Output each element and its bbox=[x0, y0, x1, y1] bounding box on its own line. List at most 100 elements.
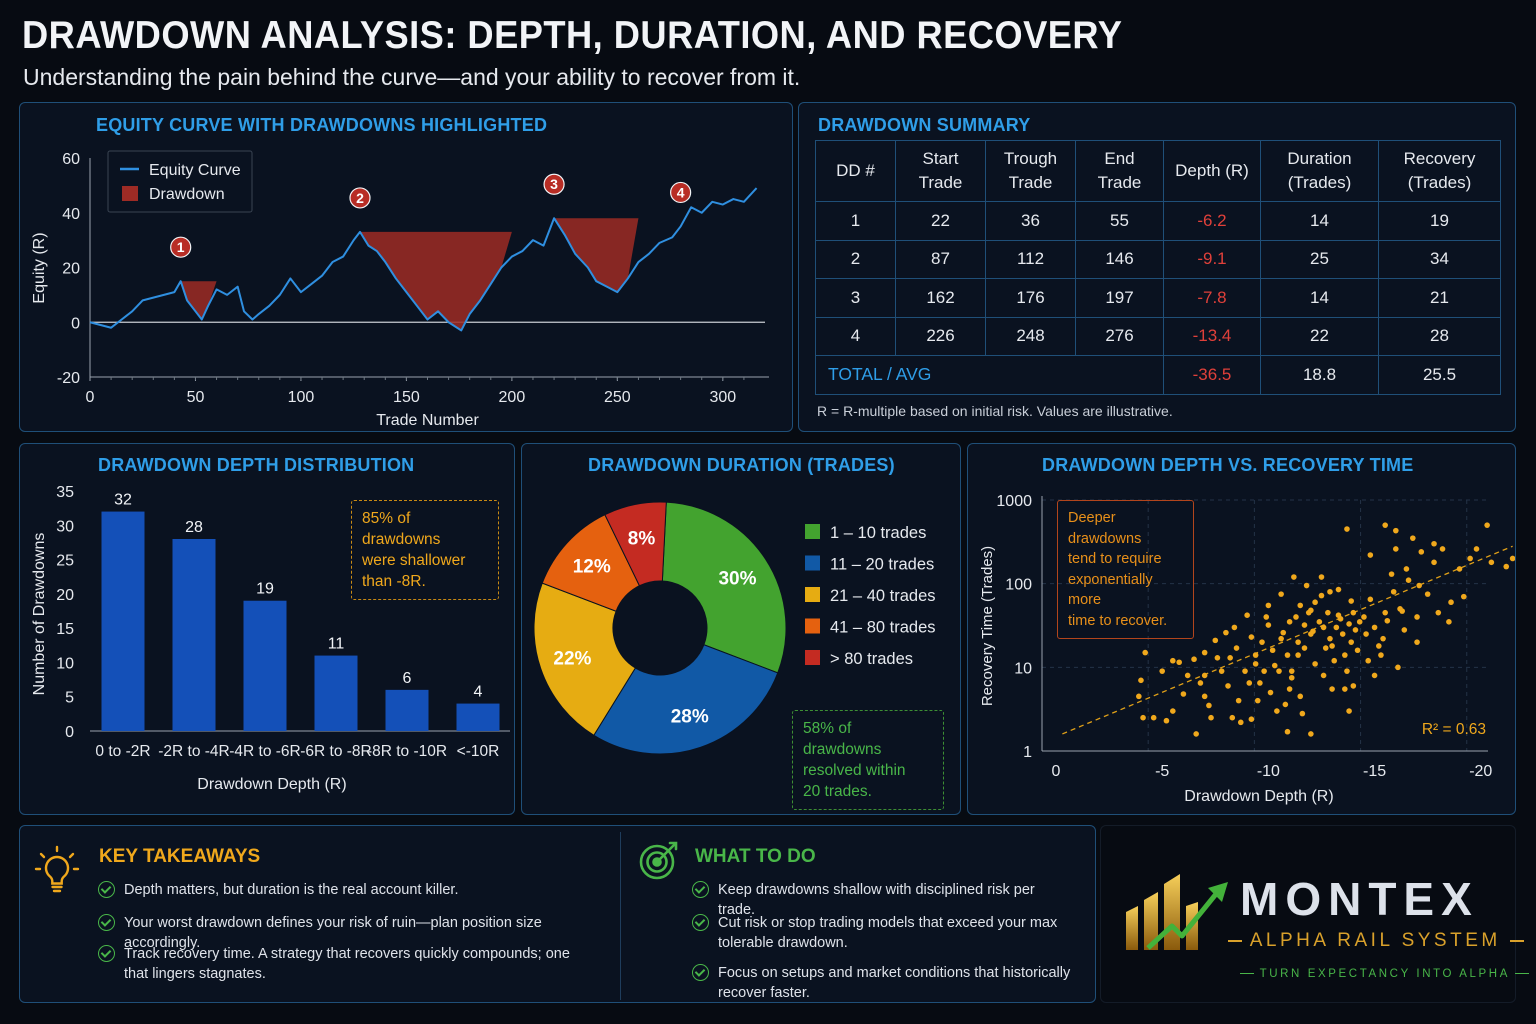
y-tick-label: 5 bbox=[65, 690, 74, 707]
scatter-point bbox=[1229, 714, 1236, 721]
scatter-point bbox=[1252, 652, 1259, 658]
scatter-point bbox=[1403, 566, 1410, 572]
y-axis-label: Recovery Time (Trades) bbox=[979, 546, 996, 706]
equity-curve-line bbox=[89, 187, 758, 332]
table-cell: 162 bbox=[895, 278, 986, 318]
legend-label: 11 – 20 trades bbox=[830, 556, 934, 574]
scatter-point bbox=[1322, 645, 1329, 651]
drawdown-summary-table: DD # Start Trade Trough Trade End Trade Depth (… bbox=[815, 140, 1501, 395]
x-tick-label: -4R to -6R bbox=[229, 743, 301, 760]
brand-panel bbox=[1100, 825, 1516, 1003]
depth-callout-line: than -8R. bbox=[362, 573, 426, 590]
table-cell: 1 bbox=[815, 201, 896, 241]
bar-value-label: 28 bbox=[185, 519, 203, 536]
scatter-point bbox=[1286, 619, 1293, 625]
drawdown-summary-panel: DRAWDOWN SUMMARY DD # Start Trade Trough Tra… bbox=[798, 102, 1516, 432]
y-tick-label: 15 bbox=[56, 621, 74, 638]
table-header-cell: Depth (R) bbox=[1163, 140, 1261, 202]
table-header-line: Trade bbox=[918, 173, 963, 192]
scatter-point bbox=[1395, 664, 1401, 671]
scatter-point bbox=[1269, 647, 1276, 654]
table-row: 3 162 176 197 -7.8 14 21 bbox=[815, 278, 1501, 318]
scatter-point bbox=[1299, 710, 1306, 717]
scatter-point bbox=[1435, 609, 1442, 616]
x-tick-label: -2R to -4R bbox=[158, 743, 230, 760]
check-circle-icon bbox=[98, 881, 115, 898]
legend-drawdown-label: Drawdown bbox=[149, 186, 225, 203]
legend-swatch bbox=[805, 650, 820, 665]
trend-line bbox=[1062, 545, 1513, 735]
scatter-point bbox=[1348, 639, 1355, 645]
scatter-point bbox=[1388, 571, 1395, 577]
table-footnote: R = R-multiple based on initial risk. Va… bbox=[817, 403, 1173, 419]
takeaway-text: Your worst drawdown defines your risk of… bbox=[124, 915, 542, 951]
scatter-point bbox=[1424, 591, 1431, 597]
x-tick-label: 50 bbox=[187, 389, 205, 406]
scatter-point bbox=[1223, 629, 1229, 636]
scatter-point bbox=[1456, 566, 1463, 572]
table-cell: 14 bbox=[1260, 201, 1379, 241]
x-tick-label: -6R to -8R bbox=[300, 743, 372, 760]
check-circle-icon bbox=[98, 914, 115, 931]
drawdown-marker-label: 1 bbox=[177, 239, 185, 255]
takeaway-text: Track recovery time. A strategy that rec… bbox=[124, 946, 570, 982]
drawdown-marker bbox=[170, 236, 192, 258]
what-to-do-title: WHAT TO DO bbox=[695, 846, 816, 867]
table-header-line: Start bbox=[922, 149, 959, 168]
scatter-point bbox=[1431, 559, 1437, 566]
scatter-point bbox=[1342, 686, 1348, 692]
depth-vs-recovery-title: DRAWDOWN DEPTH VS. RECOVERY TIME bbox=[1042, 455, 1414, 475]
drawdown-summary-title: DRAWDOWN SUMMARY bbox=[818, 115, 1031, 135]
scatter-point bbox=[1288, 668, 1295, 674]
bar-value-label: 4 bbox=[474, 684, 483, 701]
duration-callout-line: resolved within bbox=[803, 762, 906, 779]
table-header-cell: Recovery (Trades) bbox=[1378, 140, 1501, 202]
todo-item: Focus on setups and market conditions th… bbox=[692, 963, 1077, 1003]
page-subtitle: Understanding the pain behind the curve—… bbox=[23, 64, 801, 90]
scatter-point bbox=[1352, 627, 1359, 633]
table-header-line: Recovery bbox=[1403, 149, 1476, 168]
scatter-point bbox=[1265, 602, 1272, 609]
table-header-line: Duration bbox=[1287, 149, 1352, 168]
bar bbox=[385, 689, 429, 731]
scatter-point bbox=[1316, 619, 1323, 625]
bar bbox=[314, 655, 358, 731]
scatter-point bbox=[1297, 693, 1304, 700]
scatter-point bbox=[1509, 555, 1515, 562]
scatter-point bbox=[1297, 602, 1304, 609]
table-cell: -13.4 bbox=[1163, 316, 1261, 356]
scatter-point bbox=[1159, 668, 1165, 674]
scatter-point bbox=[1318, 574, 1325, 580]
table-cell: 2 bbox=[815, 239, 896, 279]
scatter-point bbox=[1320, 672, 1327, 679]
table-cell: 112 bbox=[985, 239, 1076, 279]
slice-label: 8% bbox=[628, 528, 656, 549]
x-axis-label: Drawdown Depth (R) bbox=[1184, 788, 1333, 805]
y-tick-label: 20 bbox=[56, 587, 74, 604]
y-tick-label: 10 bbox=[1014, 660, 1032, 677]
scatter-point bbox=[1208, 714, 1214, 721]
scatter-point bbox=[1252, 661, 1259, 667]
scatter-point bbox=[1214, 655, 1221, 661]
scatter-point bbox=[1286, 686, 1293, 692]
y-tick-label: 40 bbox=[62, 206, 80, 223]
scatter-point bbox=[1291, 574, 1297, 580]
recovery-callout: Deeper drawdowns tend to require exponen… bbox=[1057, 500, 1194, 639]
scatter-point bbox=[1180, 691, 1187, 697]
table-header-cell: Start Trade bbox=[895, 140, 986, 202]
todo-item: Keep drawdowns shallow with disciplined … bbox=[692, 880, 1072, 920]
scatter-point bbox=[1329, 643, 1335, 649]
legend-swatch bbox=[805, 618, 820, 634]
slice-label: 28% bbox=[671, 707, 709, 728]
scatter-point bbox=[1460, 593, 1467, 600]
bar-value-label: 6 bbox=[403, 670, 412, 687]
recovery-callout-line: time to recover. bbox=[1068, 612, 1168, 629]
drawdown-marker bbox=[349, 187, 371, 209]
scatter-point bbox=[1170, 657, 1176, 664]
bar-value-label: 19 bbox=[256, 581, 274, 598]
x-tick-label: -5 bbox=[1155, 763, 1169, 780]
drawdown-area bbox=[554, 218, 639, 293]
table-header-line: End bbox=[1104, 149, 1135, 168]
scatter-point bbox=[1176, 659, 1182, 666]
scatter-point bbox=[1274, 708, 1280, 714]
